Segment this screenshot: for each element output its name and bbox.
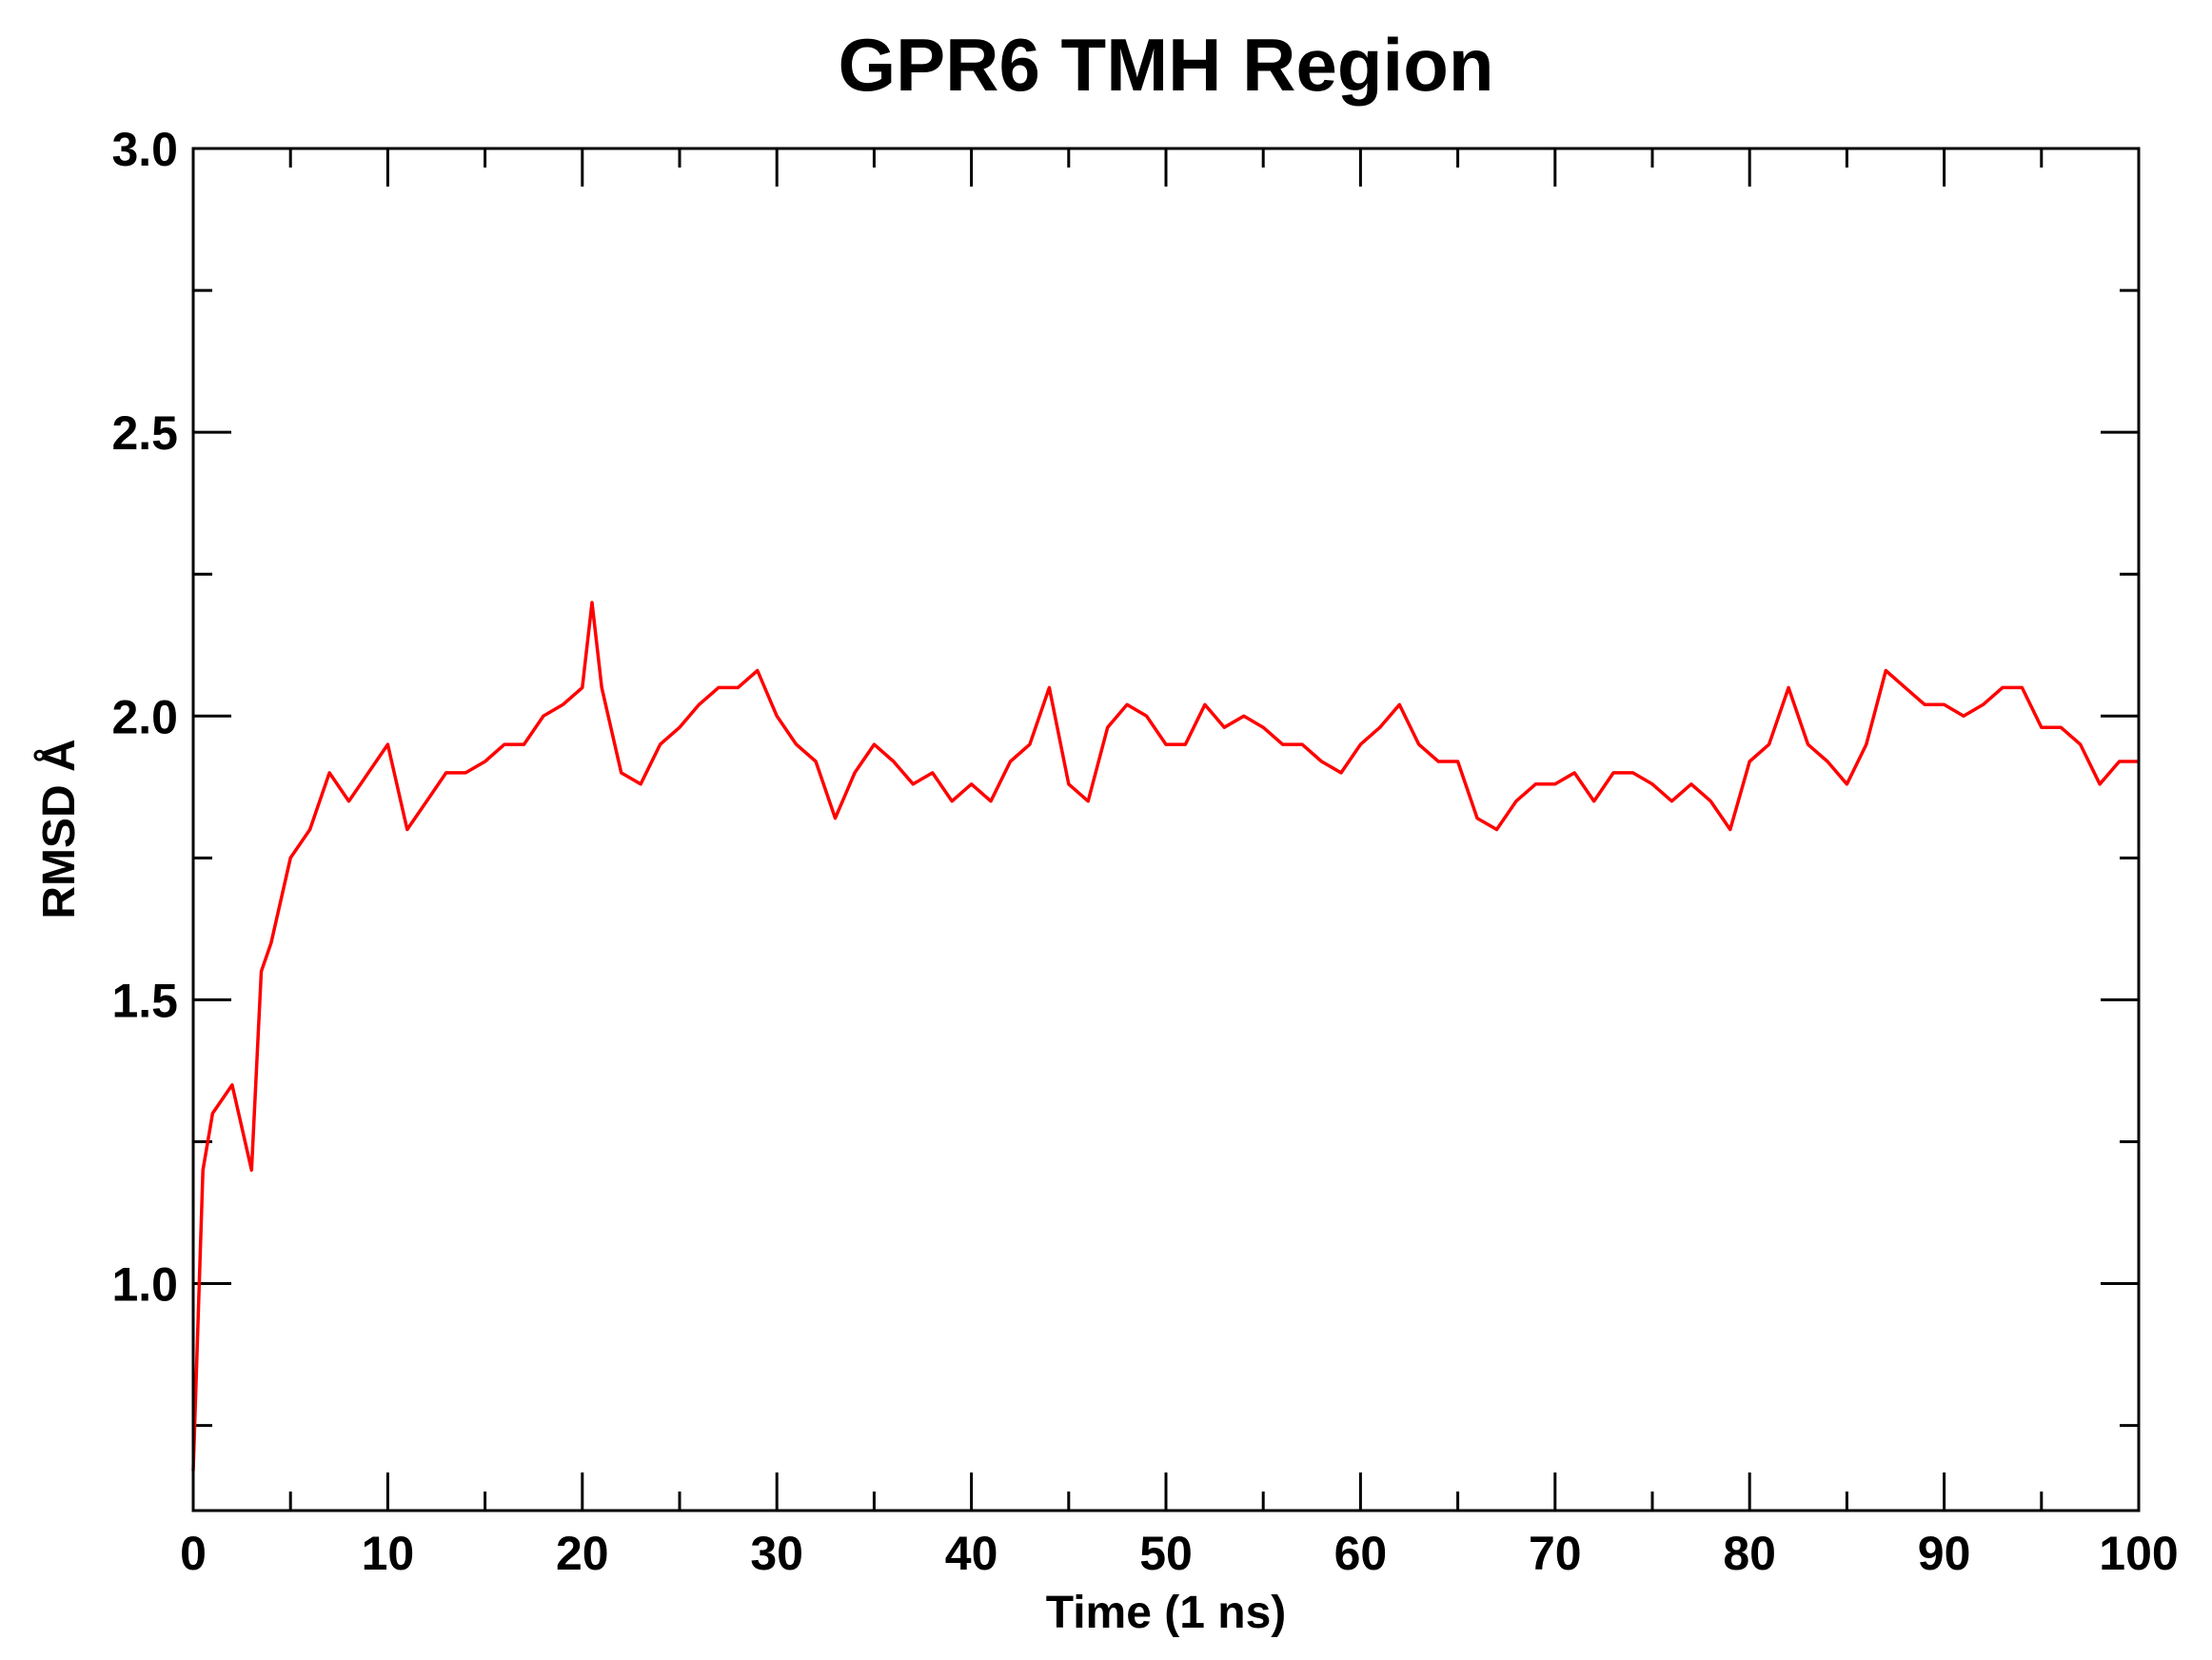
- tick-labels: 0 10 20 30 40 50 60 70 80 90 100 1.0 1.5 2.0 2.5 3.0: [111, 123, 2178, 1580]
- chart-title: GPR6 TMH Region: [838, 23, 1493, 107]
- x-tick-label: 10: [362, 1527, 415, 1580]
- x-tick-label: 20: [556, 1527, 609, 1580]
- y-tick-label: 2.0: [111, 690, 178, 743]
- y-axis-label: RMSD Å: [33, 739, 85, 919]
- x-tick-label: 30: [750, 1527, 803, 1580]
- x-tick-label: 80: [1723, 1527, 1776, 1580]
- x-tick-label: 100: [2099, 1527, 2178, 1580]
- x-tick-label: 0: [180, 1527, 207, 1580]
- axis-ticks: [191, 147, 2141, 1511]
- y-tick-label: 2.5: [111, 406, 178, 460]
- rmsd-series-line: [191, 601, 2139, 1472]
- y-tick-label: 1.5: [111, 974, 178, 1027]
- x-axis-label: Time (1 ns): [1046, 1588, 1287, 1638]
- x-tick-label: 70: [1529, 1527, 1582, 1580]
- x-tick-label: 90: [1918, 1527, 1971, 1580]
- x-tick-label: 50: [1139, 1527, 1193, 1580]
- x-tick-label: 60: [1334, 1527, 1388, 1580]
- y-tick-label: 1.0: [111, 1258, 178, 1312]
- y-tick-label: 3.0: [111, 123, 178, 176]
- plot-frame: [191, 147, 2141, 1512]
- x-tick-label: 40: [945, 1527, 998, 1580]
